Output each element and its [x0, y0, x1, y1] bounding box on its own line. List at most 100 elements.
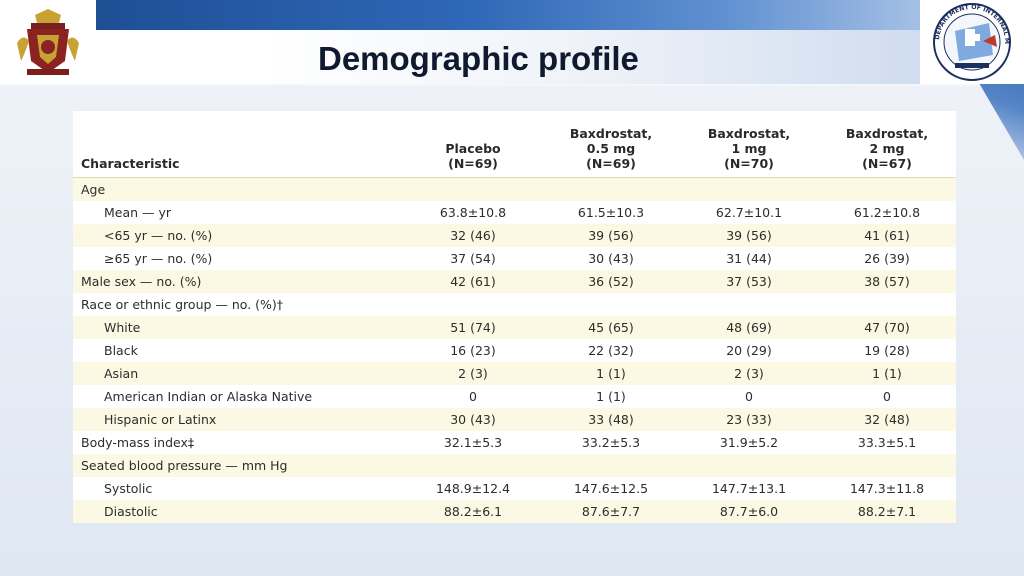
table-cell [680, 293, 818, 316]
table-cell: 37 (53) [680, 270, 818, 293]
column-header-characteristic: Characteristic [73, 111, 404, 178]
table-cell: 39 (56) [680, 224, 818, 247]
column-header-baxdrostat-2mg: Baxdrostat, 2 mg (N=67) [818, 111, 956, 178]
table-cell: 20 (29) [726, 343, 772, 358]
table-header-row: Characteristic Placebo (N=69) Baxdrostat… [73, 111, 956, 178]
table-cell: 38 (57) [818, 270, 956, 293]
department-seal-icon: DEPARTMENT OF INTERNAL MEDICINE [925, 1, 1011, 81]
table-cell: 61.5±10.3 [577, 205, 645, 220]
table-cell: 88.2±7.1 [818, 500, 956, 523]
row-label: ≥65 yr — no. (%) [104, 251, 213, 266]
arm-header-line3: (N=70) [724, 156, 774, 171]
table-row: Male sex — no. (%) 42 (61) 36 (52) 37 (53) 3… [73, 270, 956, 293]
table-cell: 39 (56) [542, 224, 680, 247]
table-cell: 147.6±12.5 [573, 481, 649, 496]
table-cell: 22 (32) [588, 343, 634, 358]
logo-right: DEPARTMENT OF INTERNAL MEDICINE [920, 0, 1024, 84]
table-cell: 30 (43) [404, 408, 542, 431]
table-row: Age [73, 177, 956, 201]
table-cell: 32 (48) [818, 408, 956, 431]
row-label: Mean — yr [104, 205, 172, 220]
table-cell: 63.8±10.8 [439, 205, 507, 220]
table-row: Race or ethnic group — no. (%)† [73, 293, 956, 316]
table-cell: 32.1±5.3 [443, 435, 503, 450]
table-row: Diastolic 88.2±6.1 87.6±7.7 87.7±6.0 88.2±7.… [73, 500, 956, 523]
table-cell: 30 (43) [588, 251, 634, 266]
column-header-baxdrostat-0-5mg: Baxdrostat, 0.5 mg (N=69) [542, 111, 680, 178]
table-cell: 148.9±12.4 [435, 481, 511, 496]
table-cell: 0 [883, 389, 891, 404]
demographics-table-panel: Characteristic Placebo (N=69) Baxdrostat… [73, 111, 956, 523]
table-cell [542, 293, 680, 316]
table-cell: 33.3±5.1 [857, 435, 917, 450]
table-cell: 147.3±11.8 [849, 481, 925, 496]
table-cell: 42 (61) [404, 270, 542, 293]
table-body: Age Mean — yr 63.8±10.8 61.5±10.3 62.7±10.1 6… [73, 177, 956, 523]
row-label: Race or ethnic group — no. (%)† [81, 297, 284, 312]
table-row: White 51 (74) 45 (65) 48 (69) 47 (70) [73, 316, 956, 339]
table-row: Systolic 148.9±12.4 147.6±12.5 147.7±13.1 14… [73, 477, 956, 500]
arm-header-line3: (N=69) [586, 156, 636, 171]
table-cell: 51 (74) [404, 316, 542, 339]
table-cell [818, 177, 956, 201]
table-cell: 62.7±10.1 [715, 205, 783, 220]
table-row: American Indian or Alaska Native 0 1 (1) 0 0 [73, 385, 956, 408]
table-cell: 87.6±7.7 [542, 500, 680, 523]
table-row: ≥65 yr — no. (%) 37 (54) 30 (43) 31 (44) 26 … [73, 247, 956, 270]
table-cell: 88.2±6.1 [404, 500, 542, 523]
table-cell: 0 [469, 389, 477, 404]
table-cell [542, 177, 680, 201]
table-cell: 61.2±10.8 [853, 205, 921, 220]
table-cell [680, 177, 818, 201]
table-cell: 36 (52) [542, 270, 680, 293]
table-row: Mean — yr 63.8±10.8 61.5±10.3 62.7±10.1 61.2… [73, 201, 956, 224]
row-label: Hispanic or Latinx [73, 408, 404, 431]
table-cell: 1 (1) [818, 362, 956, 385]
column-header-placebo: Placebo (N=69) [404, 111, 542, 178]
arm-header-line2: 0.5 mg [586, 141, 636, 156]
table-cell [404, 177, 542, 201]
table-cell: 1 (1) [542, 362, 680, 385]
row-label: American Indian or Alaska Native [104, 389, 313, 404]
arm-header-line1: Baxdrostat, [845, 126, 929, 141]
table-cell: 23 (33) [680, 408, 818, 431]
table-cell: 32 (46) [404, 224, 542, 247]
page-title: Demographic profile [318, 40, 639, 77]
table-cell: 31 (44) [726, 251, 772, 266]
column-header-baxdrostat-1mg: Baxdrostat, 1 mg (N=70) [680, 111, 818, 178]
table-cell: 31.9±5.2 [719, 435, 779, 450]
arm-header-line1: Baxdrostat, [569, 126, 653, 141]
row-label: Male sex — no. (%) [73, 270, 404, 293]
row-label: Black [104, 343, 138, 358]
arm-header-line3: (N=67) [862, 156, 912, 171]
row-label: Seated blood pressure — mm Hg [73, 454, 404, 477]
table-cell: 33 (48) [542, 408, 680, 431]
table-row: Body-mass index‡ 32.1±5.3 33.2±5.3 31.9±5.2… [73, 431, 956, 454]
row-label: Body-mass index‡ [81, 435, 195, 450]
table-row: <65 yr — no. (%) 32 (46) 39 (56) 39 (56) 41 … [73, 224, 956, 247]
row-label: <65 yr — no. (%) [73, 224, 404, 247]
table-row: Seated blood pressure — mm Hg [73, 454, 956, 477]
table-row: Black 16 (23) 22 (32) 20 (29) 19 (28) [73, 339, 956, 362]
row-label: Diastolic [73, 500, 404, 523]
arm-header-line2: 1 mg [731, 141, 767, 156]
table-row: Hispanic or Latinx 30 (43) 33 (48) 23 (33) 3… [73, 408, 956, 431]
table-cell: 2 (3) [680, 362, 818, 385]
table-cell: 1 (1) [596, 389, 626, 404]
arm-header-line1: Baxdrostat, [707, 126, 791, 141]
table-cell: 47 (70) [818, 316, 956, 339]
table-cell: 0 [745, 389, 753, 404]
table-cell [818, 293, 956, 316]
header-swoosh-light [96, 30, 926, 84]
demographics-table: Characteristic Placebo (N=69) Baxdrostat… [73, 111, 956, 523]
table-cell [404, 454, 542, 477]
arm-header-line2: 2 mg [869, 141, 905, 156]
table-cell: 48 (69) [680, 316, 818, 339]
table-cell: 147.7±13.1 [711, 481, 787, 496]
table-cell [680, 454, 818, 477]
table-cell: 16 (23) [450, 343, 496, 358]
table-cell: 26 (39) [864, 251, 910, 266]
table-cell: 33.2±5.3 [581, 435, 641, 450]
table-cell [818, 454, 956, 477]
table-cell: 41 (61) [818, 224, 956, 247]
